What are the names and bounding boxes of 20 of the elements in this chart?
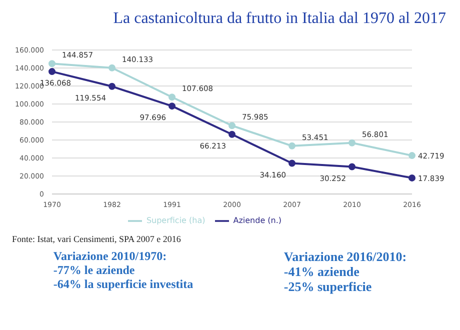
source-note: Fonte: Istat, vari Censimenti, SPA 2007 e 2016	[11, 234, 182, 244]
point	[108, 82, 116, 90]
point	[348, 163, 356, 170]
point	[168, 94, 176, 101]
point	[48, 60, 56, 68]
legend-label: Superficie (ha)	[146, 216, 206, 226]
text: Variazione 2016/2010: -41% aziende -25% superficie	[284, 249, 407, 295]
point	[168, 102, 176, 110]
point	[408, 174, 416, 182]
text: Variazione 2010/1970: -77% le aziende -64% la superficie investita	[53, 249, 194, 292]
point	[228, 130, 236, 138]
chart-title: La castanicoltura da frutto in Italia dal 1970 al 2017	[112, 9, 447, 29]
point	[288, 160, 296, 167]
point	[108, 64, 116, 72]
point	[408, 152, 416, 160]
point	[348, 139, 356, 146]
point	[288, 142, 296, 150]
legend-label: Aziende (n.)	[233, 216, 282, 226]
point	[228, 122, 236, 130]
point	[48, 68, 56, 76]
